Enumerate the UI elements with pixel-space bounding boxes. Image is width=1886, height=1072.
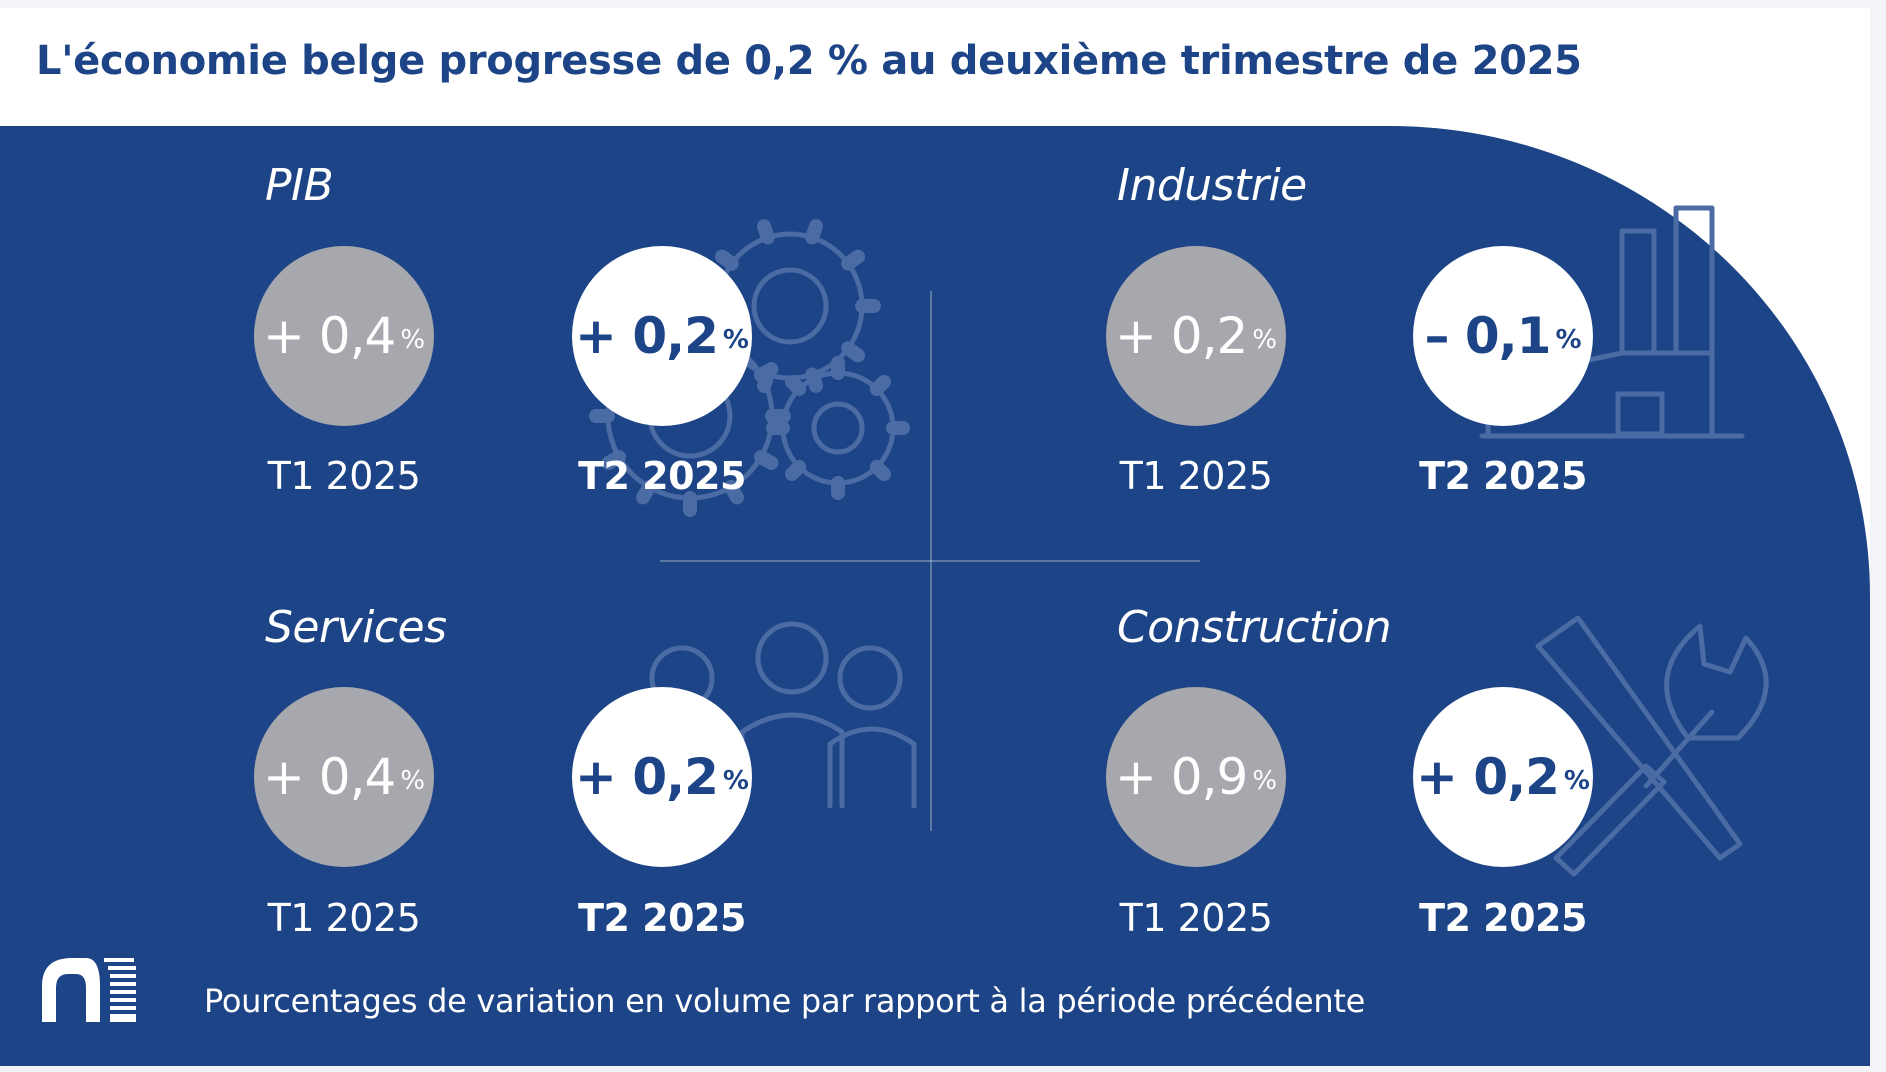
quadrant-label-industrie: Industrie xyxy=(1117,160,1307,211)
services-t2-value: + 0,2 xyxy=(575,748,719,806)
services-t2-period: T2 2025 xyxy=(578,896,746,940)
industrie-t1-value: + 0,2 xyxy=(1114,307,1248,365)
services-t1-period: T1 2025 xyxy=(267,896,421,940)
construction-t2-bubble: + 0,2% xyxy=(1413,687,1593,867)
gear-tooth xyxy=(715,249,739,271)
construction-t2-unit: % xyxy=(1563,766,1590,796)
construction-t1-unit: % xyxy=(1252,766,1278,796)
gear-tooth xyxy=(841,249,865,271)
gear-tooth xyxy=(841,341,865,363)
pib-t2-bubble: + 0,2% xyxy=(572,246,752,426)
quadrant-label-construction: Construction xyxy=(1117,602,1392,653)
gear-tooth xyxy=(785,459,807,481)
gear-tooth xyxy=(805,219,823,245)
services-t1-unit: % xyxy=(400,766,426,796)
services-t1-bubble: + 0,4% xyxy=(254,687,434,867)
gear-tooth xyxy=(869,459,891,481)
gear-tooth xyxy=(757,367,775,393)
pib-t1-value: + 0,4 xyxy=(262,307,396,365)
industrie-t2-unit: % xyxy=(1555,325,1582,355)
gear-tooth xyxy=(785,375,807,397)
pib-t1-unit: % xyxy=(400,325,426,355)
infographic-card: L'économie belge progresse de 0,2 % au d… xyxy=(0,8,1870,1066)
gear-tooth xyxy=(805,367,823,393)
industrie-t2-bubble: – 0,1% xyxy=(1413,246,1593,426)
industrie-t1-bubble: + 0,2% xyxy=(1106,246,1286,426)
vertical-divider xyxy=(930,291,932,831)
construction-t1-period: T1 2025 xyxy=(1119,896,1273,940)
gear-tooth xyxy=(757,219,775,245)
industrie-t1-period: T1 2025 xyxy=(1119,454,1273,498)
quadrant-label-services: Services xyxy=(265,602,447,653)
services-t2-bubble: + 0,2% xyxy=(572,687,752,867)
pib-t1-bubble: + 0,4% xyxy=(254,246,434,426)
gear-tooth xyxy=(754,362,779,382)
stats-panel: PIB + 0,4% + 0,2% T1 2025 T2 2025 Indust… xyxy=(0,126,1870,1066)
pib-t2-period: T2 2025 xyxy=(578,454,746,498)
pib-t2-unit: % xyxy=(722,325,749,355)
industrie-t2-period: T2 2025 xyxy=(1419,454,1587,498)
services-t2-unit: % xyxy=(722,766,749,796)
quadrant-label-pib: PIB xyxy=(265,160,334,211)
construction-t1-bubble: + 0,9% xyxy=(1106,687,1286,867)
footnote: Pourcentages de variation en volume par … xyxy=(204,982,1366,1020)
construction-t2-period: T2 2025 xyxy=(1419,896,1587,940)
bank-logo xyxy=(42,958,136,1022)
page-title: L'économie belge progresse de 0,2 % au d… xyxy=(36,38,1582,84)
pib-t1-period: T1 2025 xyxy=(267,454,421,498)
services-t1-value: + 0,4 xyxy=(262,748,396,806)
construction-t1-value: + 0,9 xyxy=(1114,748,1248,806)
industrie-t2-value: – 0,1 xyxy=(1424,307,1551,365)
construction-t2-value: + 0,2 xyxy=(1416,748,1560,806)
gear-tooth xyxy=(869,375,891,397)
industrie-t1-unit: % xyxy=(1252,325,1278,355)
horizontal-divider xyxy=(660,560,1200,562)
pib-t2-value: + 0,2 xyxy=(575,307,719,365)
